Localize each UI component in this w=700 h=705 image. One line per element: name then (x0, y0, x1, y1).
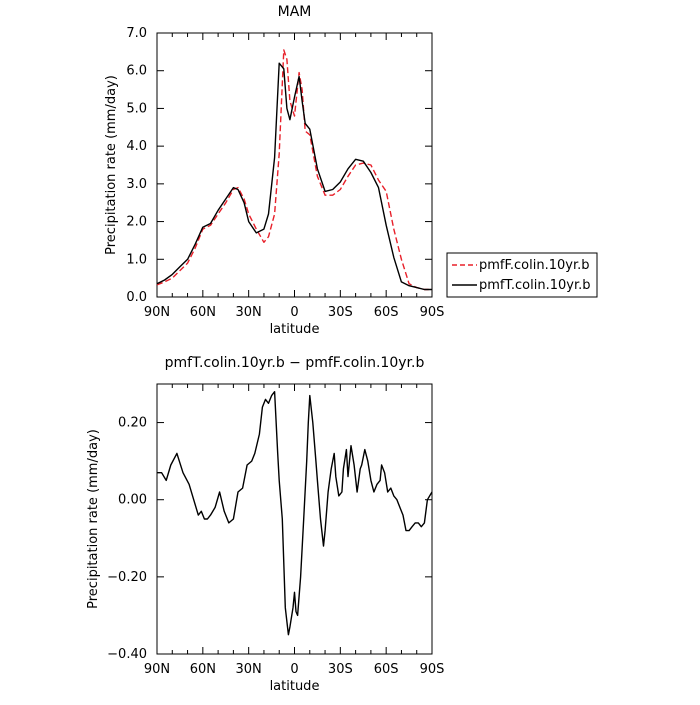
y-tick-label: 7.0 (126, 26, 147, 41)
series-line-1 (156, 49, 432, 291)
y-axis-label: Precipitation rate (mm/day) (104, 75, 119, 255)
x-axis-label: latitude (270, 679, 320, 694)
y-tick-label: 1.0 (126, 252, 147, 267)
x-tick-label: 0 (290, 662, 298, 677)
x-tick-label: 0 (290, 305, 298, 320)
plot-frame (156, 32, 433, 298)
x-axis-label: latitude (270, 322, 320, 337)
y-tick-label: −0.20 (107, 570, 147, 585)
y-tick-label: −0.40 (107, 647, 147, 662)
x-tick-label: 60N (190, 305, 216, 320)
series-line-1 (157, 391, 433, 636)
legend-label: pmfT.colin.10yr.b (479, 278, 591, 293)
x-tick-label: 90S (420, 305, 445, 320)
series-line-2 (156, 62, 432, 291)
plot-frame (156, 383, 433, 655)
y-tick-label: 0.0 (126, 290, 147, 305)
chart-1: MAM 90N 60N 30N 0 30S 60S 90S 0.0 1.0 2.0 3.0 4.0 5.0… (104, 4, 598, 337)
chart-2: pmfT.colin.10yr.b − pmfF.colin.10yr.b 90N… (86, 355, 444, 694)
x-tick-label: 60N (190, 662, 216, 677)
x-tick-label: 30N (236, 305, 262, 320)
x-tick-label: 30S (328, 662, 353, 677)
y-tick-label: 5.0 (126, 101, 147, 116)
x-tick-label: 90N (144, 305, 170, 320)
x-tick-label: 30N (236, 662, 262, 677)
y-tick-label: 0.20 (118, 416, 147, 431)
x-tick-label: 90S (420, 662, 445, 677)
y-tick-label: 2.0 (126, 215, 147, 230)
y-tick-label: 0.00 (118, 493, 147, 508)
legend-label: pmfF.colin.10yr.b (479, 258, 589, 273)
y-tick-label: 4.0 (126, 139, 147, 154)
x-tick-label: 60S (374, 305, 399, 320)
x-tick-label: 30S (328, 305, 353, 320)
x-tick-label: 90N (144, 662, 170, 677)
y-axis-label: Precipitation rate (mm/day) (86, 429, 101, 609)
chart-title: MAM (278, 4, 312, 20)
y-tick-label: 3.0 (126, 177, 147, 192)
x-tick-label: 60S (374, 662, 399, 677)
legend: pmfF.colin.10yr.b pmfT.colin.10yr.b (446, 252, 598, 298)
legend-box (446, 252, 598, 298)
chart-title: pmfT.colin.10yr.b − pmfF.colin.10yr.b (165, 355, 425, 371)
y-tick-label: 6.0 (126, 64, 147, 79)
